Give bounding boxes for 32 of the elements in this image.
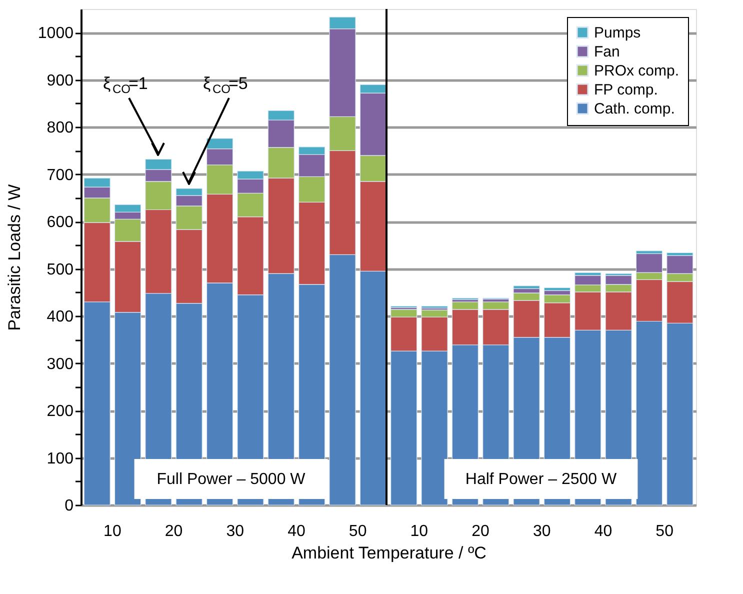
y-tick-label: 500 — [46, 261, 74, 278]
x-tick-label: 10 — [410, 523, 428, 540]
y-tick-label: 600 — [46, 214, 74, 232]
x-tick-label: 40 — [594, 523, 612, 540]
y-tick-label: 100 — [46, 450, 74, 468]
y-tick-label: 400 — [46, 308, 74, 326]
legend-label: PROx comp. — [594, 62, 680, 80]
x-tick-label: 20 — [164, 523, 183, 540]
y-tick-label: 300 — [46, 356, 74, 373]
y-axis-title: Parasitic Loads / W — [4, 184, 24, 331]
bar — [513, 286, 540, 289]
annotation: Full Power – 5000 W — [156, 471, 306, 488]
x-tick-label: 30 — [226, 523, 244, 540]
bar — [544, 287, 571, 291]
x-tick-label: 50 — [656, 523, 674, 540]
y-tick-label: 1000 — [38, 25, 74, 42]
x-tick-label: 40 — [288, 523, 306, 540]
annotation: Half Power – 2500 W — [465, 471, 618, 488]
y-tick-label: 800 — [46, 120, 74, 137]
legend-label: FP comp. — [594, 82, 658, 98]
y-tick-label: 900 — [46, 72, 74, 90]
y-tick-label: 700 — [46, 166, 74, 184]
y-tick-label: 0 — [64, 498, 74, 514]
legend-label: Fan — [594, 44, 620, 60]
legend-label: Pumps — [594, 24, 641, 42]
legend-label: Cath. comp. — [594, 100, 675, 118]
x-tick-label: 30 — [532, 523, 551, 540]
x-tick-label: 20 — [472, 523, 490, 540]
x-tick-label: 10 — [104, 523, 122, 540]
x-axis-title: Ambient Temperature / ºC — [292, 544, 486, 562]
y-tick-label: 200 — [46, 403, 74, 420]
x-tick-label: 50 — [348, 523, 367, 540]
